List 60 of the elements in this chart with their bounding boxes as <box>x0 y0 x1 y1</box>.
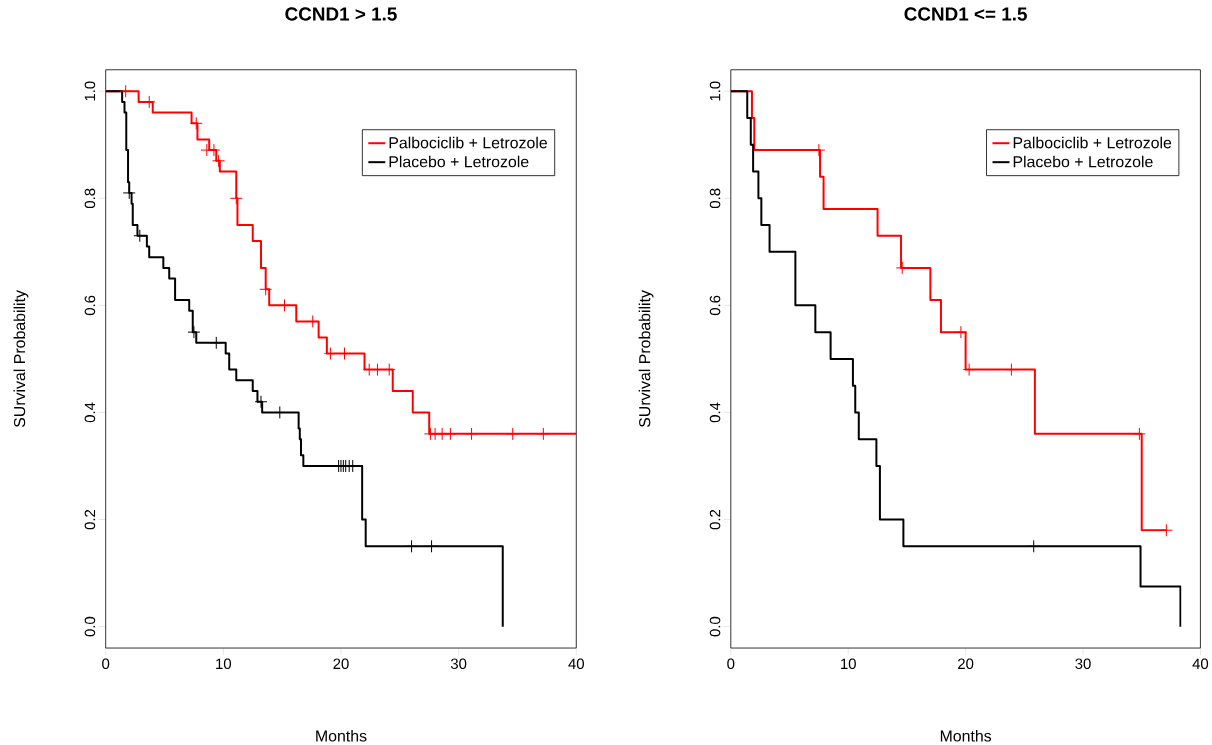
y-tick-label: 0.6 <box>709 295 721 316</box>
x-axis-title: Months <box>940 729 992 742</box>
y-axis-title: SUrvival Probability <box>13 290 29 428</box>
point <box>506 427 520 441</box>
y-tick-label: 1.0 <box>709 81 721 101</box>
point <box>122 186 136 200</box>
point <box>954 325 968 339</box>
point <box>259 282 273 296</box>
point <box>1004 363 1018 377</box>
point <box>1027 539 1041 553</box>
point <box>229 191 243 205</box>
point <box>443 427 457 441</box>
y-tick-label: 0.0 <box>709 616 721 637</box>
x-tick-label: 0 <box>727 658 735 670</box>
y-axis-title: SUrvival Probability <box>638 290 654 428</box>
x-tick-label: 40 <box>1192 658 1209 670</box>
y-tick-label: 0.2 <box>84 509 96 530</box>
point <box>273 406 287 419</box>
point <box>425 539 439 553</box>
point <box>133 229 147 243</box>
x-tick-label: 10 <box>216 658 232 670</box>
y-tick-label: 1.0 <box>84 81 96 101</box>
y-tick-label: 0.8 <box>709 188 721 209</box>
point <box>323 347 337 361</box>
point <box>382 363 396 377</box>
x-tick-label: 0 <box>102 658 110 670</box>
x-tick-label: 20 <box>333 658 349 670</box>
y-tick-label: 0.0 <box>84 616 96 637</box>
point <box>465 427 479 441</box>
x-tick-label: 30 <box>1075 658 1091 670</box>
point <box>1132 427 1146 441</box>
chart-title: CCND1 <= 1.5 <box>904 7 1027 21</box>
legend-label: Placebo + Letrozole <box>389 155 529 168</box>
point <box>370 363 384 377</box>
x-tick-label: 30 <box>450 658 467 670</box>
point <box>187 325 201 339</box>
y-tick-label: 0.8 <box>84 188 96 209</box>
legend-label: Palbociclib + Letrozole <box>389 136 547 149</box>
point <box>212 154 226 168</box>
y-tick-label: 0.4 <box>84 402 96 423</box>
legend-label: Placebo + Letrozole <box>1013 155 1153 168</box>
point <box>207 143 221 157</box>
x-tick-label: 40 <box>568 658 584 670</box>
point <box>254 395 268 409</box>
point <box>189 116 203 130</box>
point <box>119 84 133 98</box>
y-tick-label: 0.6 <box>84 295 96 316</box>
point <box>405 539 419 553</box>
legend-label: Palbociclib + Letrozole <box>1013 136 1172 149</box>
point <box>306 314 320 328</box>
y-tick-label: 0.2 <box>709 509 721 530</box>
x-tick-label: 10 <box>841 658 856 670</box>
x-tick-label: 20 <box>958 658 974 670</box>
chart-title: CCND1 > 1.5 <box>285 7 397 21</box>
point <box>209 336 223 350</box>
point <box>1159 523 1173 537</box>
y-tick-label: 0.4 <box>709 402 721 423</box>
point <box>962 363 976 377</box>
point <box>536 427 550 441</box>
x-axis-title: Months <box>316 729 367 742</box>
